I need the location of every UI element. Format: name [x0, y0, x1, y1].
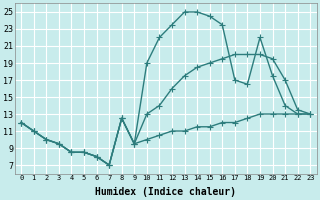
X-axis label: Humidex (Indice chaleur): Humidex (Indice chaleur) — [95, 186, 236, 197]
